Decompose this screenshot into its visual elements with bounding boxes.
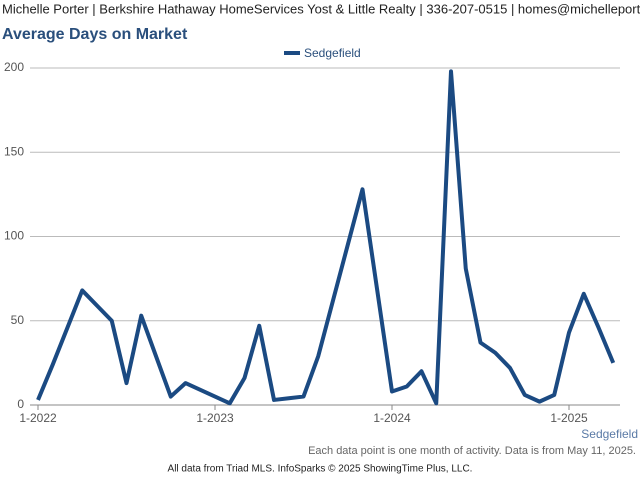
x-tick-label: 1-2024	[373, 411, 411, 425]
y-tick-label: 50	[11, 313, 25, 327]
x-tick-label: 1-2025	[550, 411, 588, 425]
legend-label: Sedgefield	[304, 46, 361, 60]
line	[36, 69, 616, 406]
series-label: Sedgefield	[581, 427, 638, 441]
x-tick-label: 1-2023	[196, 411, 234, 425]
y-tick-label: 100	[4, 229, 24, 243]
footer: All data from Triad MLS. InfoSparks © 20…	[168, 464, 473, 475]
note: Each data point is one month of activity…	[308, 445, 636, 457]
y-tick-label: 150	[4, 144, 24, 158]
x-tick-label: 1-2022	[19, 411, 57, 425]
header: Michelle Porter | Berkshire Hathaway Hom…	[2, 1, 640, 16]
chart-title: Average Days on Market	[2, 26, 188, 43]
y-tick-label: 200	[4, 60, 24, 74]
y-tick-label: 0	[17, 397, 24, 411]
